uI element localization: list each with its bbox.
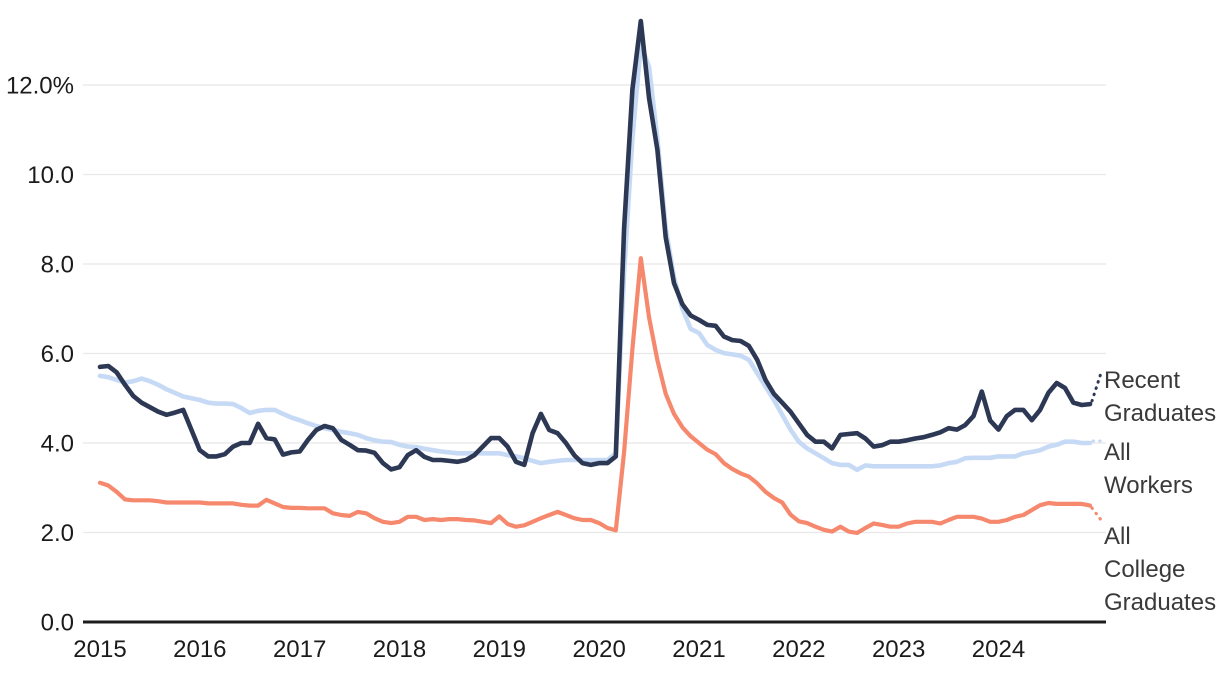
- series-labels: Recent Graduates All Workers All College Gradu…: [1104, 367, 1216, 616]
- x-tick-label: 2020: [572, 636, 625, 663]
- x-tick-label: 2021: [672, 636, 725, 663]
- y-tick-label: 2.0: [41, 520, 74, 547]
- y-tick-label: 10.0: [27, 162, 74, 189]
- series-label-line: All: [1104, 439, 1131, 466]
- series-label-line: Workers: [1104, 472, 1193, 499]
- y-tick-label: 12.0%: [6, 73, 74, 100]
- y-axis-tick-labels: 0.0 2.0 4.0 6.0 8.0 10.0 12.0%: [6, 73, 74, 637]
- series-lines: [97, 18, 1093, 536]
- series-label-line: Graduates: [1104, 400, 1216, 427]
- series-label-line: Graduates: [1104, 589, 1216, 616]
- x-tick-label: 2016: [173, 636, 226, 663]
- series-label-line: College: [1104, 556, 1185, 583]
- x-tick-label: 2022: [772, 636, 825, 663]
- y-tick-label: 6.0: [41, 341, 74, 368]
- series-line-all-college-graduates: [97, 256, 1093, 536]
- gridlines: [83, 84, 1106, 624]
- x-tick-label: 2015: [73, 636, 126, 663]
- series-label-line: Recent: [1104, 367, 1180, 394]
- x-tick-label: 2018: [373, 636, 426, 663]
- series-label-leader-lines: [1090, 371, 1104, 522]
- x-tick-label: 2017: [273, 636, 326, 663]
- x-tick-label: 2024: [972, 636, 1025, 663]
- x-tick-label: 2023: [872, 636, 925, 663]
- series-label-line: All: [1104, 523, 1131, 550]
- series-line-all-workers: [97, 42, 1093, 473]
- leader-line-all-college-graduates: [1090, 506, 1103, 522]
- y-tick-label: 4.0: [41, 431, 74, 458]
- y-tick-label: 8.0: [41, 252, 74, 279]
- series-line-recent-graduates: [97, 18, 1093, 472]
- y-tick-label: 0.0: [41, 610, 74, 637]
- x-tick-label: 2019: [473, 636, 526, 663]
- x-axis-tick-labels: 2015 2016 2017 2018 2019 2020 2021 2022 2023 2024: [73, 636, 1025, 663]
- leader-line-recent-graduates: [1090, 371, 1103, 403]
